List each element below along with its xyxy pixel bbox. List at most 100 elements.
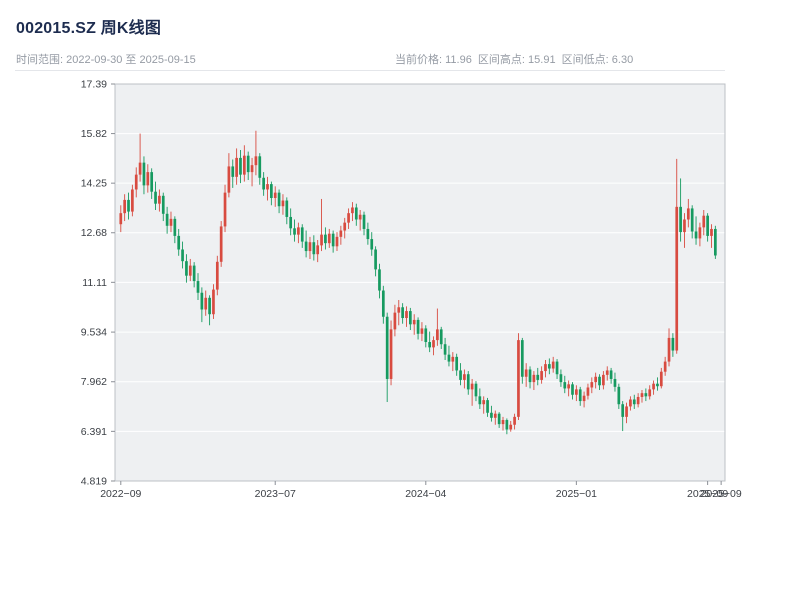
candle-body [555,361,559,375]
candle [331,230,335,253]
candle [644,388,648,402]
candle-body [443,344,447,355]
candle [690,205,694,239]
candle [254,130,258,176]
candle-body [154,191,157,204]
candle [686,198,690,228]
candle [536,367,540,386]
candle [629,396,632,411]
candle [567,380,570,397]
candle [551,356,555,373]
candle [312,235,316,261]
candle [351,202,354,222]
candle-body [181,249,184,262]
candle-body [648,389,652,397]
candle-body [544,364,547,372]
candle [713,225,717,259]
candle [381,285,385,324]
candle-body [632,399,636,405]
candle-body [640,393,644,397]
candle [428,331,432,353]
candle [439,326,443,349]
candle [528,366,532,389]
candle [636,393,640,408]
candle-body [671,337,675,351]
candle [547,358,551,375]
candle [196,273,200,301]
date-range-label: 时间范围: 2022-09-30 至 2025-09-15 [16,54,196,66]
y-tick-label: 6.391 [81,426,107,438]
candle-body [227,166,231,193]
candle [563,375,567,394]
candle [127,192,130,220]
candle [138,133,142,182]
kline-chart: 17.39 15.82 14.25 12.68 11.11 9.534 7.962 6.391… [81,79,742,501]
candle-body [331,233,335,247]
candle-body [582,395,586,402]
candle [204,290,208,316]
candle [192,262,196,288]
candle [408,307,412,331]
candle-body [304,241,308,252]
candle-body [374,249,377,270]
y-tick-label: 12.68 [81,227,107,239]
candle-body [173,218,177,236]
candle [412,314,416,335]
candle [436,308,439,346]
candle [671,333,675,357]
candle [123,194,127,222]
candle-body [235,157,238,177]
candle [231,159,235,188]
candle-body [501,420,505,425]
candle [493,410,497,425]
candle [640,390,644,403]
candle-body [127,199,130,212]
candle-body [486,400,489,413]
candle [177,228,181,256]
candle [119,205,123,233]
candle-body [613,378,617,387]
candle [227,153,231,198]
candle-body [324,234,327,244]
candle-body [505,420,509,430]
candle-body [424,328,428,343]
candle-body [250,165,254,173]
candle [258,153,262,185]
candle [663,356,667,376]
candle-body [362,214,366,229]
candle-body [605,370,609,375]
candle [370,232,374,256]
candle-body [586,387,590,396]
candle-body [436,329,439,341]
x-tick-label: 2025−09 [687,488,728,500]
candle-body [320,234,323,246]
candle-body [119,213,123,225]
candle-body [381,290,385,317]
candle-body [474,383,478,397]
candle [273,186,277,207]
candle-body [497,413,501,425]
candle-body [123,199,127,214]
candle-body [594,376,598,383]
candle [470,378,474,406]
candle [300,224,304,248]
candle-body [281,200,285,207]
candle-body [150,172,154,192]
candle-body [300,227,304,242]
candle [285,197,289,225]
candle [169,211,173,233]
x-tick-label: 2025−09 [701,488,742,500]
candle [544,360,547,378]
candle [235,148,238,185]
candle [463,369,466,389]
candle [316,240,320,263]
candle-body [509,424,513,430]
candle-body [262,177,265,190]
candle [605,366,609,381]
candle [173,216,177,244]
candle [131,184,134,217]
candle-body [679,206,682,233]
candle-body [408,311,412,325]
candle-body [652,383,655,390]
